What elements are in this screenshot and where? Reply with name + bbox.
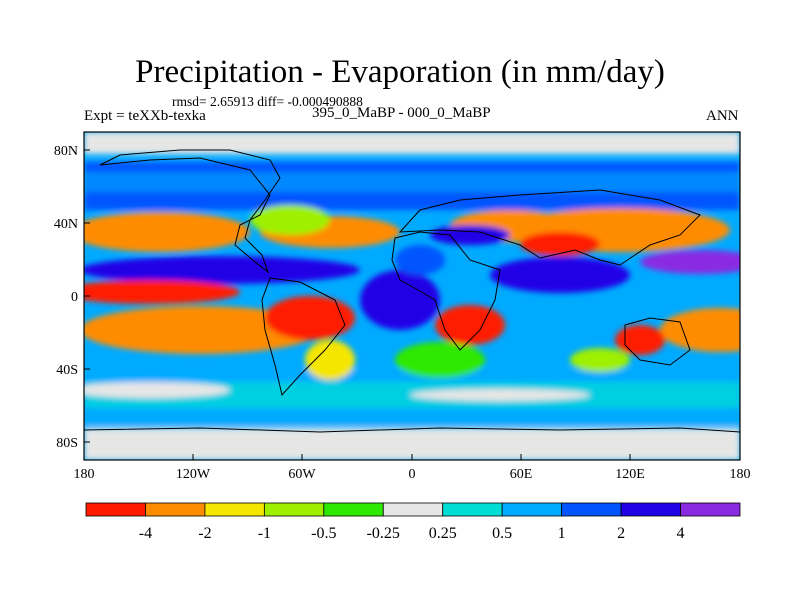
colorbar-swatch <box>204 502 265 517</box>
colorbar-label: -4 <box>139 525 152 542</box>
colorbar-label: 1 <box>558 525 566 542</box>
colorbar-label: 0.25 <box>429 525 457 542</box>
colorbar-swatch <box>680 502 741 517</box>
case-label: 395_0_MaBP - 000_0_MaBP <box>312 105 491 121</box>
colorbar-swatch <box>442 502 503 517</box>
s-pacific-subtropic <box>84 306 320 354</box>
north-america-outline <box>99 149 281 274</box>
lat-axis: 80N 40N 0 40S 80S <box>54 144 90 451</box>
colorbar-label: -2 <box>198 525 211 542</box>
lon-tick-120w: 120W <box>176 467 211 482</box>
colorbar-label: 2 <box>617 525 625 542</box>
colorbar-swatch <box>263 502 325 517</box>
lat-tick-40s: 40S <box>56 363 78 378</box>
africa-outline <box>391 231 501 351</box>
colorbar-swatch <box>620 502 681 517</box>
stats-annotation: rmsd= 2.65913 diff= -0.000490888 <box>172 94 363 109</box>
antarctica-outline <box>84 427 740 433</box>
atlantic-moist <box>360 270 440 330</box>
colorbar-swatch <box>85 502 146 517</box>
eurasia-outline <box>398 189 701 266</box>
lat-tick-80s: 80S <box>56 436 78 451</box>
colorbar-swatch <box>501 502 563 517</box>
lon-axis: 180 120W 60W 0 60E 120E 180 <box>74 454 751 482</box>
plot-title: Precipitation - Evaporation (in mm/day) <box>135 54 665 90</box>
continent-outlines <box>84 149 740 433</box>
contour-field <box>84 132 740 460</box>
lon-tick-60e: 60E <box>510 467 533 482</box>
colorbar-swatch <box>145 502 206 517</box>
south-america-outline <box>261 277 346 397</box>
colorbar-label: -0.5 <box>311 525 336 542</box>
colorbar-label: -0.25 <box>367 525 400 542</box>
e-pacific-dry <box>84 280 240 304</box>
lat-tick-0: 0 <box>71 290 78 305</box>
colorbar-label: 4 <box>677 525 685 542</box>
colorbar-swatch <box>323 502 384 517</box>
colorbar-label: 0.5 <box>492 525 512 542</box>
colorbar-swatch <box>382 502 444 517</box>
arctic-band <box>84 132 740 154</box>
lat-tick-40n: 40N <box>54 217 78 232</box>
season-label: ANN <box>706 108 739 124</box>
lon-tick-120e: 120E <box>615 467 645 482</box>
colorbar-swatch <box>561 502 622 517</box>
itcz-pacific <box>84 256 360 284</box>
south-america-dry <box>265 296 355 340</box>
australia-outline <box>624 317 691 366</box>
lon-tick-180e: 180 <box>730 467 751 482</box>
colorbar: -4 -2 -1 -0.5 -0.25 0.25 0.5 1 2 4 <box>85 502 741 542</box>
experiment-label: Expt = teXXb-texka <box>84 108 206 124</box>
lon-tick-0: 0 <box>409 467 416 482</box>
lon-tick-60w: 60W <box>288 467 316 482</box>
colorbar-label: -1 <box>258 525 271 542</box>
lat-tick-80n: 80N <box>54 144 78 159</box>
lon-tick-180w: 180 <box>74 467 95 482</box>
n-pacific-subtropic <box>84 212 250 252</box>
